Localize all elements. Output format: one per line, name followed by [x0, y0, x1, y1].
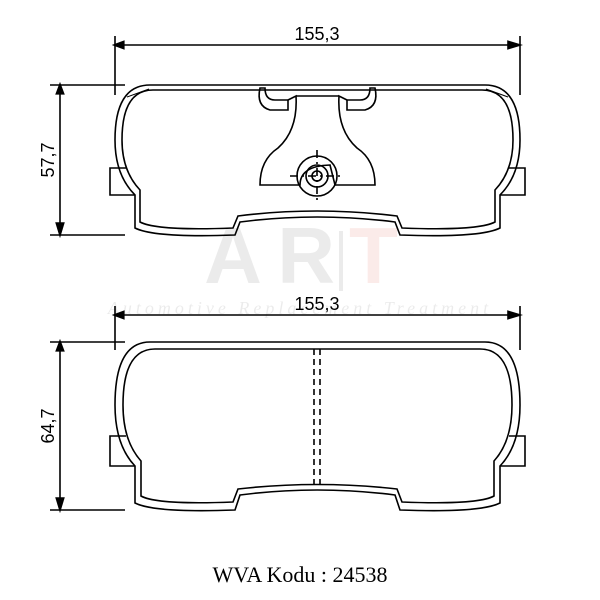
drawing-svg: 155,3 155,3 57,7 64,7 — [0, 0, 600, 600]
drawing-stage: A RT Automotive Replacement Treatment — [0, 0, 600, 600]
wva-caption: WVA Kodu : 24538 — [0, 562, 600, 588]
dim-b-height-value: 64,7 — [38, 408, 58, 443]
wva-value: 24538 — [333, 562, 388, 587]
dim-b-width-value: 155,3 — [294, 294, 339, 314]
wva-label: WVA Kodu : — [213, 562, 328, 587]
dim-a-height-value: 57,7 — [38, 142, 58, 177]
dim-a-width-value: 155,3 — [294, 24, 339, 44]
